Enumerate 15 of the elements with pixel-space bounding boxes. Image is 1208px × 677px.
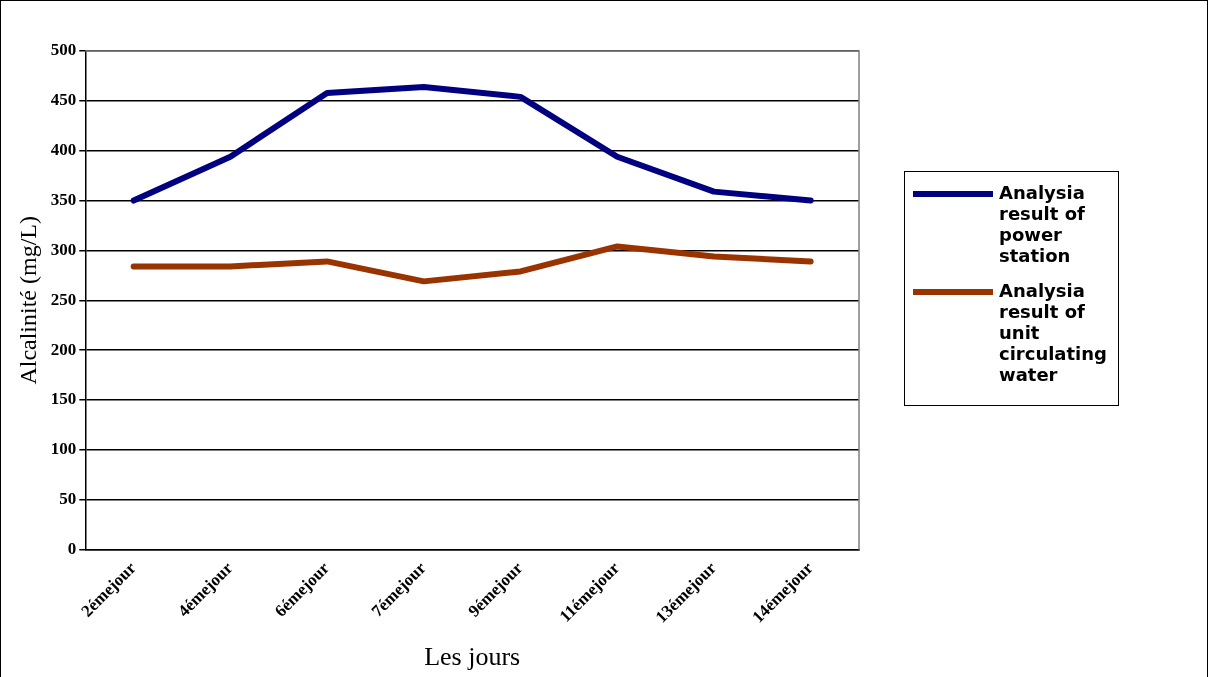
y-tick-label: 250 bbox=[50, 289, 77, 309]
y-tick-label: 500 bbox=[50, 40, 77, 60]
y-tick-label: 100 bbox=[50, 439, 77, 459]
y-tick-label: 150 bbox=[50, 389, 77, 409]
legend-label: Analysia result of unit circulating water bbox=[999, 280, 1108, 385]
y-tick-label: 400 bbox=[50, 140, 77, 160]
y-axis-title: Alcalinité (mg/L) bbox=[14, 216, 41, 385]
x-axis-title: Les jours bbox=[424, 642, 521, 672]
legend-label: Analysia result of power station bbox=[999, 182, 1086, 266]
y-tick-label: 300 bbox=[50, 239, 77, 259]
y-tick-label: 350 bbox=[50, 189, 77, 209]
y-tick-label: 450 bbox=[50, 90, 77, 110]
y-tick-label: 50 bbox=[59, 489, 77, 509]
y-tick-label: 200 bbox=[50, 339, 77, 359]
y-tick-label: 0 bbox=[67, 539, 77, 559]
